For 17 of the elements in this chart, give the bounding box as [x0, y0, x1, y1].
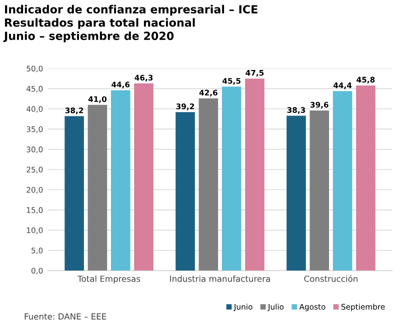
x-tick-label: Construcción: [304, 275, 358, 282]
source-note: Fuente: DANE – EEE: [24, 313, 106, 320]
bar: [134, 83, 154, 271]
bar: [176, 112, 195, 271]
bar: [356, 85, 376, 271]
x-tick-label: Total Empresas: [78, 275, 140, 284]
bar: [88, 104, 108, 271]
bar: [245, 78, 264, 271]
bar: [222, 86, 242, 271]
bar: [198, 98, 218, 271]
bar: [310, 110, 330, 271]
bar: [286, 116, 306, 271]
bar: [64, 116, 84, 271]
x-tick-label: Industria manufacturera: [170, 275, 270, 282]
bar: [332, 91, 352, 271]
bar: [110, 90, 130, 271]
chart-title: Indicador de confianza empresarial – ICE Resultados para total nacional Junio – septiembre de 2020: [3, 4, 258, 42]
